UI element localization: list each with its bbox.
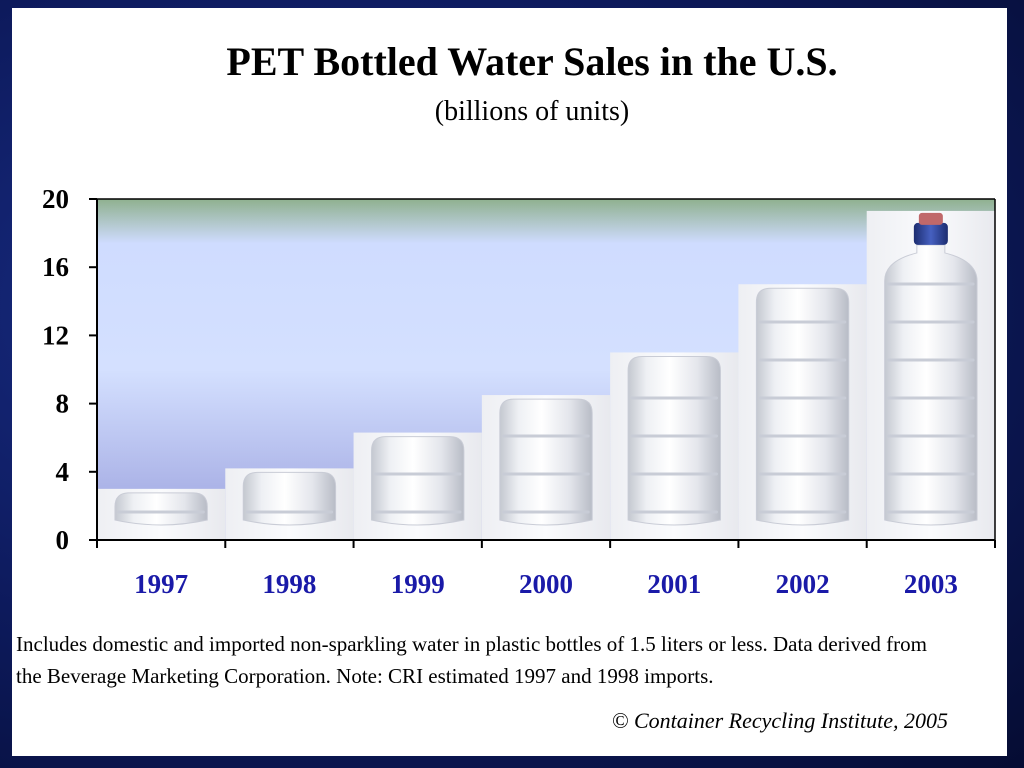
x-tick-label: 2001 [647,569,701,599]
x-tick-label: 1997 [134,569,188,599]
chart-title: PET Bottled Water Sales in the U.S. [226,39,838,84]
bottle-1998 [242,471,337,526]
bottle-cap [913,222,948,245]
copyright-notice: © Container Recycling Institute, 2005 [611,708,948,733]
y-tick-label: 0 [56,525,70,555]
y-tick-label: 4 [56,457,70,487]
y-tick-label: 8 [56,389,70,419]
bottle-cap-top [918,212,943,225]
x-tick-label: 2003 [904,569,958,599]
x-tick-label: 2000 [519,569,573,599]
bottle-2001 [627,355,721,526]
y-tick-label: 12 [42,320,69,350]
bottle-1997 [114,492,208,526]
bottle-1999 [371,436,465,526]
bottle-2003 [884,244,978,526]
chart-subtitle: (billions of units) [434,96,630,127]
bottle-2000 [499,398,593,526]
footnote: Includes domestic and imported non-spark… [16,632,927,688]
x-tick-label: 1999 [391,569,445,599]
y-tick-label: 16 [42,252,69,282]
y-tick-label: 20 [42,184,69,214]
x-tick-label: 2002 [776,569,830,599]
bottle-2002 [755,287,850,526]
x-tick-label: 1998 [262,569,316,599]
